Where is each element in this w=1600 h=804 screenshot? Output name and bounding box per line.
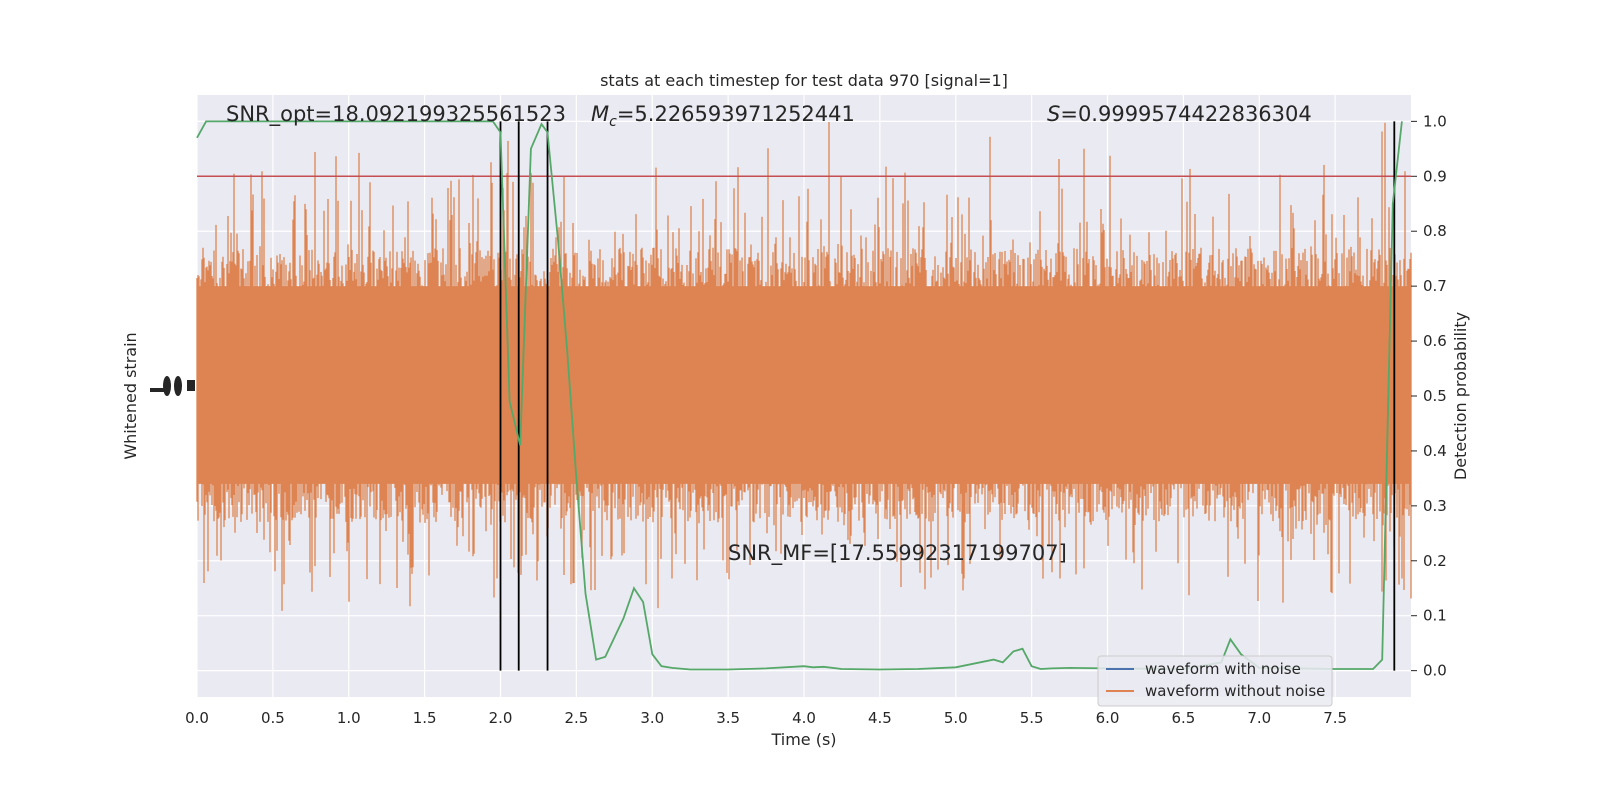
x-tick-label-6: 3.0 — [640, 709, 664, 727]
score-annotation: S=0.9999574422836304 — [1047, 102, 1312, 126]
y-tick-label-9: 0.9 — [1423, 167, 1447, 185]
y-tick-label-6: 0.6 — [1423, 332, 1447, 350]
y-tick-label-10: 1.0 — [1423, 112, 1447, 130]
chart-title: stats at each timestep for test data 970… — [600, 71, 1008, 90]
x-tick-label-8: 4.0 — [792, 709, 816, 727]
x-tick-label-4: 2.0 — [489, 709, 513, 727]
y-tick-label-3: 0.3 — [1423, 497, 1447, 515]
legend-label-with-noise: waveform with noise — [1145, 660, 1301, 678]
y-tick-label-5: 0.5 — [1423, 387, 1447, 405]
legend-box — [1097, 655, 1333, 707]
x-tick-label-9: 4.5 — [868, 709, 892, 727]
chirp-mass-symbol: M — [591, 102, 609, 126]
x-tick-label-5: 2.5 — [564, 709, 588, 727]
chirp-mass-subscript: c — [609, 114, 617, 130]
chirp-mass-annotation: Mc=5.226593971252441 — [591, 102, 855, 130]
x-tick-label-11: 5.5 — [1020, 709, 1044, 727]
y-right-ticks: 0.0 0.1 0.2 0.3 0.4 0.5 0.6 0.7 0.8 0.9 1.0 — [1411, 112, 1447, 680]
x-tick-label-0: 0.0 — [185, 709, 209, 727]
legend-label-without-noise: waveform without noise — [1145, 682, 1325, 700]
y-tick-label-0: 0.0 — [1423, 662, 1447, 680]
x-tick-label-1: 0.5 — [261, 709, 285, 727]
snr-mf-annotation: SNR_MF=[17.55992317199707] — [728, 541, 1067, 566]
x-tick-label-14: 7.0 — [1247, 709, 1271, 727]
legend: waveform with noise waveform without noi… — [1097, 655, 1333, 707]
chirp-mass-value: =5.226593971252441 — [617, 102, 855, 126]
x-axis-label: Time (s) — [770, 730, 836, 749]
score-value: =0.9999574422836304 — [1060, 102, 1311, 126]
x-tick-label-13: 6.5 — [1171, 709, 1195, 727]
y-tick-label-1: 0.1 — [1423, 607, 1447, 625]
x-ticks: 0.0 0.5 1.0 1.5 2.0 2.5 3.0 3.5 4.0 4.5 5.0 5.5 6.0 6… — [185, 709, 1347, 727]
y-axis-label-left: Whitened strain — [121, 332, 140, 459]
snr-opt-annotation: SNR_opt=18.092199325561523 — [226, 102, 566, 127]
x-tick-label-15: 7.5 — [1323, 709, 1347, 727]
series-waveform-without-noise — [196, 122, 1412, 611]
score-symbol: S — [1047, 102, 1060, 126]
noise-trace — [196, 122, 1412, 611]
vertical-markers — [499, 121, 1396, 671]
x-tick-label-10: 5.0 — [944, 709, 968, 727]
x-tick-label-12: 6.0 — [1096, 709, 1120, 727]
x-tick-label-2: 1.0 — [337, 709, 361, 727]
y-tick-label-4: 0.4 — [1423, 442, 1447, 460]
y-axis-label-right: Detection probability — [1451, 312, 1470, 480]
y-tick-label-7: 0.7 — [1423, 277, 1447, 295]
y-tick-label-2: 0.2 — [1423, 552, 1447, 570]
left-axis-tick-cluster — [150, 376, 195, 396]
y-tick-label-8: 0.8 — [1423, 222, 1447, 240]
x-tick-label-3: 1.5 — [413, 709, 437, 727]
x-tick-label-7: 3.5 — [716, 709, 740, 727]
